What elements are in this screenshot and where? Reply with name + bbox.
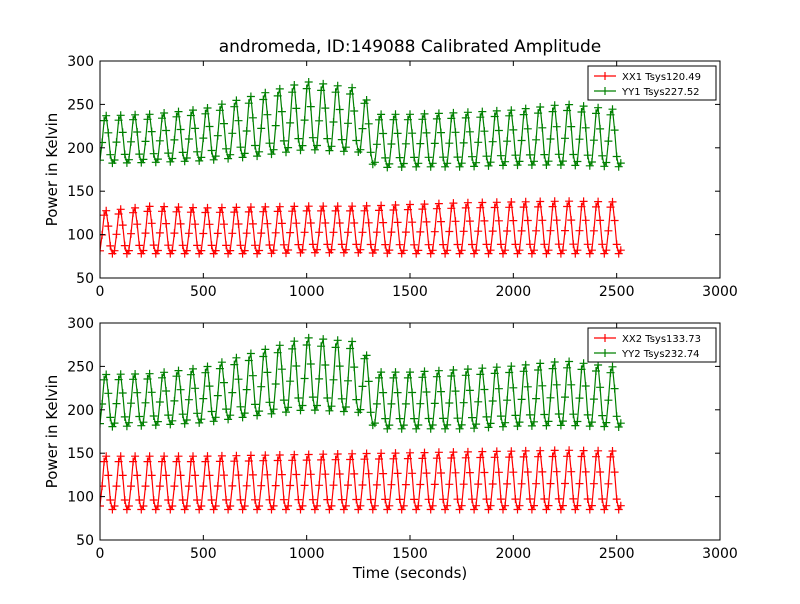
y-axis-label: Power in Kelvin [43,113,61,227]
y-tick-label: 50 [76,271,94,287]
y-tick-label: 250 [67,97,94,113]
legend: XX1 Tsys120.49 YY1 Tsys227.52 [587,65,717,101]
series-markers-2 [100,78,625,172]
x-tick-label: 1500 [392,284,428,300]
y-tick-label: 300 [67,316,94,332]
legend-label: XX2 Tsys133.73 [622,334,701,345]
series-markers-2 [100,333,625,433]
x-tick-label: 0 [96,284,105,300]
plot-data [100,78,625,258]
x-tick-label: 0 [96,546,105,562]
legend-label: XX1 Tsys120.49 [622,72,701,83]
y-tick-label: 150 [67,184,94,200]
x-tick-label: 1500 [392,546,428,562]
legend: XX2 Tsys133.73 YY2 Tsys232.74 [587,327,717,363]
y-tick-label: 50 [76,533,94,549]
x-tick-label: 500 [190,284,217,300]
plot-data [100,333,625,514]
legend-label: YY2 Tsys232.74 [621,349,700,360]
x-tick-label: 3000 [702,284,738,300]
x-tick-label: 3000 [702,546,738,562]
series-markers-1 [100,197,625,258]
y-tick-label: 250 [67,359,94,375]
x-tick-label: 2000 [496,546,532,562]
legend-box [587,327,717,363]
chart-panel-2: 0 500 1000 1500 2000 2500 3000 50 100 150 200 250 30… [43,316,738,562]
y-tick-label: 100 [67,490,94,506]
y-tick-label: 100 [67,228,94,244]
x-tick-label: 1000 [289,284,325,300]
legend-box [587,65,717,101]
legend-label: YY1 Tsys227.52 [621,87,700,98]
x-tick-label: 2000 [496,284,532,300]
x-tick-label: 1000 [289,546,325,562]
chart-panel-1: 0 500 1000 1500 2000 2500 3000 50 100 150 200 250 30… [43,54,738,300]
chart-title: andromeda, ID:149088 Calibrated Amplitud… [219,37,602,57]
y-tick-label: 300 [67,54,94,70]
y-tick-label: 200 [67,141,94,157]
x-tick-label: 2500 [599,546,635,562]
x-tick-label: 2500 [599,284,635,300]
x-tick-label: 500 [190,546,217,562]
y-axis-label: Power in Kelvin [43,375,61,489]
y-tick-label: 150 [67,446,94,462]
x-axis-label: Time (seconds) [352,564,468,582]
series-markers-1 [100,446,625,514]
y-tick-label: 200 [67,403,94,419]
